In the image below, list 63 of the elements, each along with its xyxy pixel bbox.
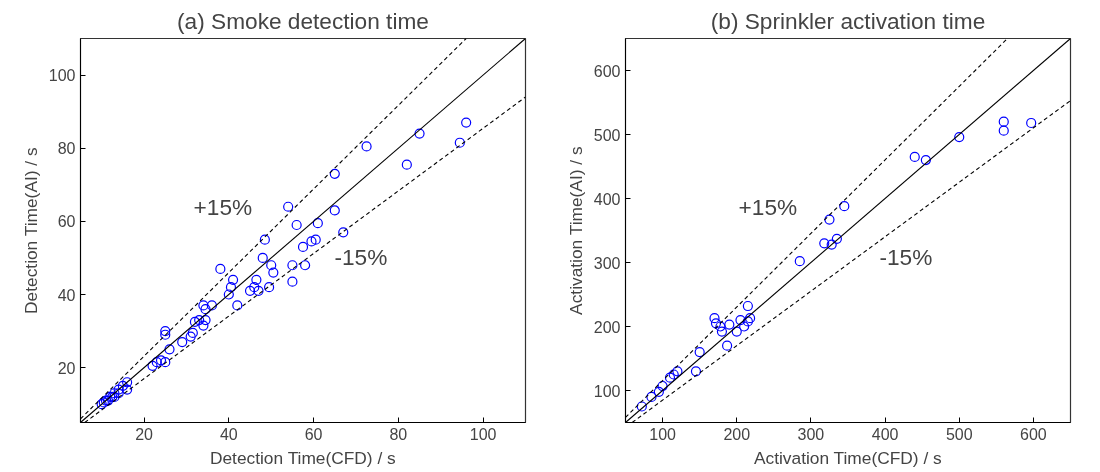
x-tick-label: 40 [219, 425, 238, 443]
y-tick-label: 600 [593, 62, 621, 80]
point [909, 151, 920, 162]
point [710, 318, 722, 329]
y-tick-label: 200 [593, 318, 621, 336]
y-tick-label: 400 [593, 190, 621, 208]
point [742, 300, 753, 312]
point [694, 347, 705, 358]
point [739, 321, 750, 332]
point [1026, 117, 1037, 129]
y-tick-label: 80 [57, 140, 76, 158]
point [668, 369, 679, 380]
y-axis-title: Detection Time(AI) / s [20, 147, 41, 314]
point [664, 372, 676, 383]
y-tick-label: 100 [593, 382, 621, 400]
point [954, 131, 965, 143]
point [722, 340, 733, 351]
y-axis-title: Activation Time(AI) / s [565, 146, 586, 315]
point [653, 386, 664, 397]
x-tick-label: 20 [135, 425, 154, 443]
y-tick-label: 40 [57, 286, 76, 304]
point [735, 315, 746, 326]
annotation: +15% [738, 194, 798, 221]
chart-title: (a) Smoke detection time [177, 7, 429, 34]
point [920, 155, 931, 166]
y-tick-label: 500 [593, 126, 621, 144]
annotation: -15% [879, 244, 933, 271]
point [839, 201, 850, 212]
x-tick-label: 500 [945, 425, 973, 443]
x-tick-label: 60 [304, 425, 323, 443]
x-tick-label: 600 [1020, 425, 1047, 443]
point [998, 125, 1009, 136]
chart-title: (b) Sprinkler activation time [710, 7, 986, 34]
point [646, 391, 657, 402]
x-axis-title: Detection Time(CFD) / s [209, 447, 397, 468]
point [824, 214, 835, 225]
annotation: +15% [193, 194, 253, 221]
y-tick-label: 100 [48, 67, 76, 85]
annotation: -15% [334, 244, 388, 271]
x-axis-title: Activation Time(CFD) / s [753, 447, 943, 468]
x-tick-label: 80 [389, 425, 408, 443]
x-tick-label: 200 [723, 425, 751, 443]
point [831, 233, 842, 244]
point [826, 239, 837, 250]
point [636, 401, 647, 412]
y-tick-label: 300 [593, 254, 621, 272]
point [716, 326, 728, 337]
x-tick-label: 100 [469, 425, 497, 443]
point [657, 380, 668, 392]
x-tick-label: 100 [649, 425, 677, 443]
x-tick-label: 300 [797, 425, 825, 443]
point [715, 321, 726, 332]
point [794, 256, 805, 267]
point [819, 238, 830, 249]
point [998, 116, 1009, 127]
point [709, 313, 720, 324]
x-tick-label: 400 [871, 425, 899, 443]
point [690, 366, 702, 377]
y-tick-label: 20 [57, 359, 76, 377]
point [672, 366, 683, 377]
point [731, 326, 742, 337]
y-tick-label: 60 [57, 213, 76, 231]
point [724, 319, 735, 330]
